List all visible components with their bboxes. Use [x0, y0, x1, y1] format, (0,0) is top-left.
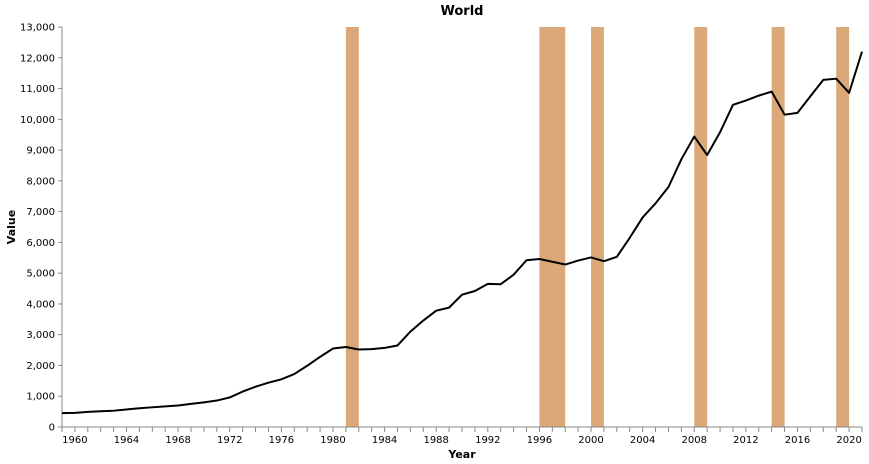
- y-tick-label: 6,000: [26, 238, 55, 249]
- x-tick-label: 2020: [836, 435, 861, 446]
- y-tick-label: 12,000: [20, 53, 55, 64]
- x-tick-label: 1988: [423, 435, 448, 446]
- y-tick-label: 1,000: [26, 392, 55, 403]
- x-tick-label: 2008: [682, 435, 707, 446]
- x-tick-label: 2016: [785, 435, 810, 446]
- x-tick-label: 2004: [630, 435, 655, 446]
- x-tick-label: 1964: [114, 435, 139, 446]
- x-tick-label: 1968: [165, 435, 190, 446]
- highlight-band-3: [694, 27, 708, 427]
- x-tick-label: 2012: [733, 435, 758, 446]
- y-tick-label: 13,000: [20, 23, 55, 34]
- y-axis: 0 1,000 2,000 3,000 4,000 5,000 6,000 7,000 8,00…: [20, 23, 63, 434]
- y-tick-label: 9,000: [26, 146, 55, 157]
- y-tick-label: 11,000: [20, 84, 55, 95]
- y-tick-label: 4,000: [26, 299, 55, 310]
- x-tick-label: 1980: [320, 435, 345, 446]
- highlight-band-1: [539, 27, 566, 427]
- highlight-band-5: [836, 27, 850, 427]
- x-tick-label: 2000: [578, 435, 603, 446]
- x-axis: 1960 1964 1968 1972 1976 1980 1984 1988 1992 1996…: [61, 426, 863, 446]
- x-tick-label: 1972: [217, 435, 242, 446]
- y-tick-label: 8,000: [26, 176, 55, 187]
- series-line-0: [61, 51, 863, 415]
- series-layer: [61, 51, 863, 415]
- highlight-band-4: [771, 27, 785, 427]
- y-tick-label: 7,000: [26, 207, 55, 218]
- x-tick-label: 1996: [527, 435, 552, 446]
- y-tick-label: 10,000: [20, 115, 55, 126]
- x-tick-label: 1984: [372, 435, 397, 446]
- y-axis-title: Value: [5, 210, 18, 244]
- x-axis-title: Year: [447, 448, 476, 461]
- highlight-bands: [345, 27, 850, 427]
- x-tick-label: 1976: [269, 435, 294, 446]
- y-tick-label: 0: [49, 423, 55, 434]
- highlight-band-0: [345, 27, 359, 427]
- x-tick-label: 1992: [475, 435, 500, 446]
- chart-title: World: [441, 4, 484, 19]
- x-tick-label: 1960: [62, 435, 87, 446]
- y-tick-label: 3,000: [26, 330, 55, 341]
- y-tick-label: 2,000: [26, 361, 55, 372]
- highlight-band-2: [591, 27, 604, 427]
- y-tick-label: 5,000: [26, 269, 55, 280]
